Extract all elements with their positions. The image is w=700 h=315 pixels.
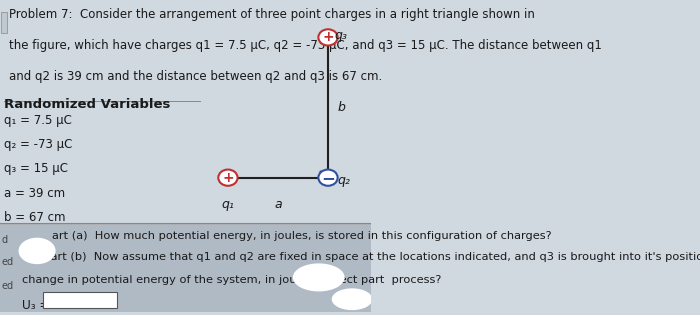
Text: b: b [337, 101, 345, 114]
Text: Randomized Variables: Randomized Variables [4, 98, 170, 111]
Text: b = 67 cm: b = 67 cm [4, 211, 65, 224]
Text: d: d [1, 235, 7, 245]
Text: q₁ = 7.5 μC: q₁ = 7.5 μC [4, 114, 71, 127]
Text: ed: ed [1, 281, 13, 290]
Circle shape [218, 169, 237, 186]
FancyBboxPatch shape [0, 223, 370, 312]
Text: ed: ed [1, 257, 13, 267]
FancyBboxPatch shape [1, 12, 8, 33]
Text: q₂ = -73 μC: q₂ = -73 μC [4, 138, 72, 151]
Text: a = 39 cm: a = 39 cm [4, 187, 65, 200]
Text: q₃ = 15 μC: q₃ = 15 μC [4, 163, 68, 175]
Text: q₂: q₂ [337, 174, 350, 187]
Text: the figure, which have charges q1 = 7.5 μC, q2 = -73 μC, and q3 = 15 μC. The dis: the figure, which have charges q1 = 7.5 … [9, 39, 602, 52]
Text: and q2 is 39 cm and the distance between q2 and q3 is 67 cm.: and q2 is 39 cm and the distance between… [9, 70, 382, 83]
Ellipse shape [18, 238, 55, 264]
FancyBboxPatch shape [43, 292, 117, 308]
Text: Problem 7:  Consider the arrangement of three point charges in a right triangle : Problem 7: Consider the arrangement of t… [9, 8, 535, 21]
Text: q₁: q₁ [221, 198, 234, 211]
Text: q₃: q₃ [335, 29, 347, 42]
Text: change in potential energy of the system, in joules.  select part  process?: change in potential energy of the system… [22, 275, 442, 285]
Text: +: + [222, 171, 234, 185]
Ellipse shape [293, 263, 344, 291]
Circle shape [318, 169, 337, 186]
Text: a: a [274, 198, 282, 211]
Text: U₃ =: U₃ = [22, 299, 50, 312]
Text: art (a)  How much potential energy, in joules, is stored in this configuration o: art (a) How much potential energy, in jo… [52, 231, 552, 241]
Text: −: − [321, 169, 335, 187]
Text: Part (b)  Now assume that q1 and q2 are fixed in space at the locations indicate: Part (b) Now assume that q1 and q2 are f… [37, 253, 700, 262]
Ellipse shape [332, 288, 372, 310]
Circle shape [318, 29, 337, 45]
Text: +: + [322, 31, 334, 44]
